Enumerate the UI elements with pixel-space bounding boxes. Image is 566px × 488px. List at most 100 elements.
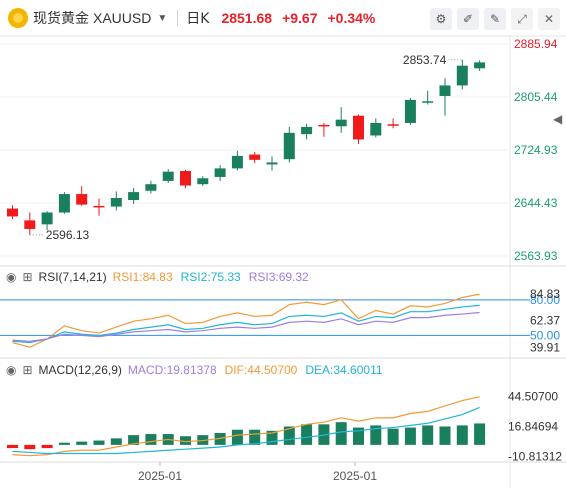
macd-histogram-bar xyxy=(422,425,434,445)
macd-axis-tick: 16.84694 xyxy=(508,420,558,434)
macd-histogram-bar xyxy=(353,427,364,445)
candle-body xyxy=(7,208,18,217)
candle-body xyxy=(387,124,399,126)
macd-axis-tick: -10.81312 xyxy=(508,450,562,464)
rsi-axis-tick: 50.00 xyxy=(530,328,560,342)
candle-body xyxy=(214,168,226,177)
macd-histogram-bar xyxy=(474,423,486,445)
x-axis-tick-label: 2025-01 xyxy=(138,469,182,483)
rsi-axis-tick: 84.83 xyxy=(530,287,560,301)
candle-body xyxy=(231,155,243,169)
header-divider xyxy=(177,10,179,26)
draw-icon[interactable]: ✐ xyxy=(457,8,479,30)
symbol-dropdown-icon[interactable]: ▼ xyxy=(157,12,168,24)
candle-body xyxy=(318,124,330,127)
macd-histogram-bar xyxy=(387,428,399,445)
gold-logo-icon xyxy=(8,8,28,28)
macd-histogram-bar xyxy=(370,425,382,445)
macd-histogram-bar xyxy=(249,429,261,445)
price-change-percent: +0.34% xyxy=(327,10,376,26)
price-axis-tick: 2563.93 xyxy=(514,249,558,263)
macd-histogram-bar xyxy=(110,438,122,445)
rsi-series-line xyxy=(12,293,480,348)
candle-body xyxy=(456,65,468,86)
candle-body xyxy=(266,162,278,165)
macd-histogram-bar xyxy=(58,442,70,445)
last-price: 2851.68 xyxy=(221,10,273,26)
candle-body xyxy=(370,122,382,136)
candle-body xyxy=(24,220,36,229)
macd-histogram-bar xyxy=(456,425,468,445)
macd-histogram-bar xyxy=(7,444,18,449)
candle-body xyxy=(180,171,191,186)
macd-series-line xyxy=(12,406,480,455)
candle-body xyxy=(422,101,434,103)
macd-histogram-bar xyxy=(145,434,157,445)
macd-name[interactable]: MACD(12,26,9) xyxy=(38,363,122,377)
candle-body xyxy=(353,115,364,140)
candle-body xyxy=(439,85,451,96)
candle-body xyxy=(110,198,122,207)
settings-icon[interactable]: ⊞ xyxy=(22,363,33,377)
rsi-name[interactable]: RSI(7,14,21) xyxy=(38,270,107,284)
rsi-series-line xyxy=(12,311,480,342)
macd-histogram-bar xyxy=(439,426,451,445)
macd-histogram-bar xyxy=(128,435,140,445)
candle-body xyxy=(58,194,70,213)
macd-legend: ◉ ⊞ MACD(12,26,9) MACD:19.81378 DIF:44.5… xyxy=(0,361,391,379)
candle-body xyxy=(283,132,295,160)
macd-histogram-bar xyxy=(76,441,88,445)
candle-body xyxy=(162,171,174,181)
pen-icon[interactable]: ✎ xyxy=(484,8,506,30)
macd-histogram-bar xyxy=(335,422,347,445)
chart-header: 现货黄金 XAUUSD ▼ 日K 2851.68 +9.67 +0.34% ⚙ … xyxy=(0,0,566,36)
rsi1-value: RSI1:84.83 xyxy=(112,270,173,284)
dea-value: DEA:34.60011 xyxy=(305,363,383,377)
candle-body xyxy=(301,126,313,135)
macd-series-line xyxy=(12,396,480,457)
expand-icon[interactable]: ⤢ xyxy=(511,8,533,30)
macd-histogram-bar xyxy=(404,427,416,445)
price-axis-tick: 2885.94 xyxy=(514,37,558,51)
x-axis-tick-label: 2025-01 xyxy=(333,469,377,483)
candle-body xyxy=(197,178,209,185)
candle-body xyxy=(128,192,140,200)
close-icon[interactable]: ✕ xyxy=(538,8,560,30)
candle-body xyxy=(335,119,347,127)
rsi-axis-tick: 39.91 xyxy=(530,340,560,354)
candle-body xyxy=(93,205,105,208)
candle-body xyxy=(474,62,486,69)
candle-body xyxy=(145,184,157,191)
macd-histogram-bar xyxy=(266,430,278,445)
rsi-series-line xyxy=(12,304,480,344)
price-axis-tick: 2644.43 xyxy=(514,196,558,210)
rsi-axis-tick: 62.37 xyxy=(530,314,560,328)
macd-histogram-bar xyxy=(24,444,36,450)
instrument-name: 现货黄金 xyxy=(33,11,89,27)
macd-histogram-bar xyxy=(41,444,53,449)
macd-histogram-bar xyxy=(301,424,313,445)
period-selector[interactable]: 日K xyxy=(186,11,210,27)
candle-body xyxy=(249,154,261,160)
price-change: +9.67 xyxy=(282,10,318,26)
eye-icon[interactable]: ◉ xyxy=(6,270,17,284)
rsi-legend: ◉ ⊞ RSI(7,14,21) RSI1:84.83 RSI2:75.33 R… xyxy=(0,268,317,286)
rsi3-value: RSI3:69.32 xyxy=(248,270,309,284)
rsi2-value: RSI2:75.33 xyxy=(180,270,241,284)
macd-value: MACD:19.81378 xyxy=(127,363,217,377)
macd-histogram-bar xyxy=(180,436,191,445)
macd-histogram-bar xyxy=(93,440,105,445)
candle-body xyxy=(404,99,416,123)
macd-histogram-bar xyxy=(231,429,243,445)
rsi-axis-tick: 80.00 xyxy=(530,293,560,307)
candle-body xyxy=(41,212,53,225)
macd-histogram-bar xyxy=(283,426,295,445)
eye-icon[interactable]: ◉ xyxy=(6,363,17,377)
collapse-panel-icon[interactable]: ◀ xyxy=(553,112,563,126)
instrument-symbol[interactable]: XAUUSD xyxy=(93,10,152,26)
dif-value: DIF:44.50700 xyxy=(224,363,298,377)
settings-icon[interactable]: ⊞ xyxy=(22,270,33,284)
price-axis-tick: 2724.93 xyxy=(514,143,558,157)
tune-icon[interactable]: ⚙ xyxy=(430,8,452,30)
